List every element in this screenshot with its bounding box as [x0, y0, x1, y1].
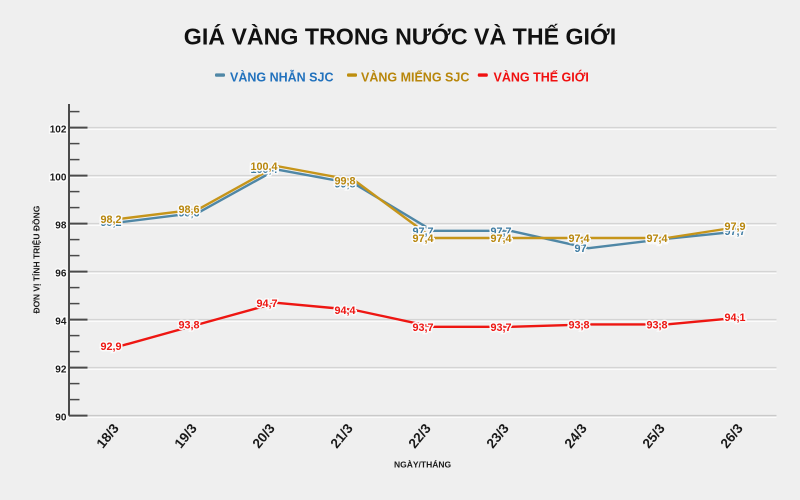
svg-text:VÀNG THẾ GIỚI: VÀNG THẾ GIỚI [494, 70, 589, 85]
svg-text:97,4: 97,4 [646, 233, 667, 245]
svg-text:100: 100 [50, 173, 67, 184]
svg-text:98,6: 98,6 [178, 207, 199, 219]
svg-text:97,4: 97,4 [568, 233, 589, 245]
svg-text:100,4: 100,4 [250, 164, 277, 176]
svg-text:100,4: 100,4 [250, 161, 277, 173]
svg-text:93,7: 93,7 [490, 322, 511, 334]
svg-text:97,7: 97,7 [724, 226, 745, 238]
svg-text:VÀNG MIẾNG SJC: VÀNG MIẾNG SJC [361, 70, 469, 85]
svg-text:94,4: 94,4 [334, 305, 355, 317]
svg-text:97,7: 97,7 [490, 226, 511, 238]
svg-text:98,2: 98,2 [100, 217, 121, 229]
svg-text:99,8: 99,8 [334, 175, 355, 187]
svg-text:VÀNG NHẪN SJC: VÀNG NHẪN SJC [230, 70, 334, 85]
svg-text:92,9: 92,9 [100, 341, 121, 353]
svg-text:93,8: 93,8 [646, 319, 667, 331]
svg-text:90: 90 [55, 413, 67, 424]
svg-text:GIÁ VÀNG TRONG NƯỚC VÀ THẾ GIỚ: GIÁ VÀNG TRONG NƯỚC VÀ THẾ GIỚI [184, 23, 616, 50]
svg-text:ĐƠN VỊ TÍNH TRIỆU ĐỒNG: ĐƠN VỊ TÍNH TRIỆU ĐỒNG [31, 205, 42, 313]
svg-text:94,1: 94,1 [724, 312, 745, 324]
svg-text:93,7: 93,7 [412, 322, 433, 334]
svg-text:NGÀY/THÁNG: NGÀY/THÁNG [394, 460, 452, 470]
svg-text:97,4: 97,4 [490, 233, 511, 245]
svg-text:97,4: 97,4 [412, 233, 433, 245]
svg-text:102: 102 [50, 125, 67, 136]
svg-text:93,8: 93,8 [568, 319, 589, 331]
svg-text:98: 98 [55, 221, 67, 232]
svg-text:97,7: 97,7 [412, 226, 433, 238]
svg-text:93,8: 93,8 [178, 319, 199, 331]
svg-text:98,2: 98,2 [100, 214, 121, 226]
svg-text:96: 96 [55, 269, 67, 280]
svg-text:97,9: 97,9 [724, 221, 745, 233]
svg-text:94: 94 [55, 317, 67, 328]
svg-text:94,7: 94,7 [256, 298, 277, 310]
svg-text:99,8: 99,8 [334, 179, 355, 191]
svg-text:97: 97 [574, 243, 586, 255]
svg-text:97,4: 97,4 [646, 234, 667, 246]
svg-text:98,6: 98,6 [178, 204, 199, 216]
svg-text:92: 92 [55, 365, 67, 376]
